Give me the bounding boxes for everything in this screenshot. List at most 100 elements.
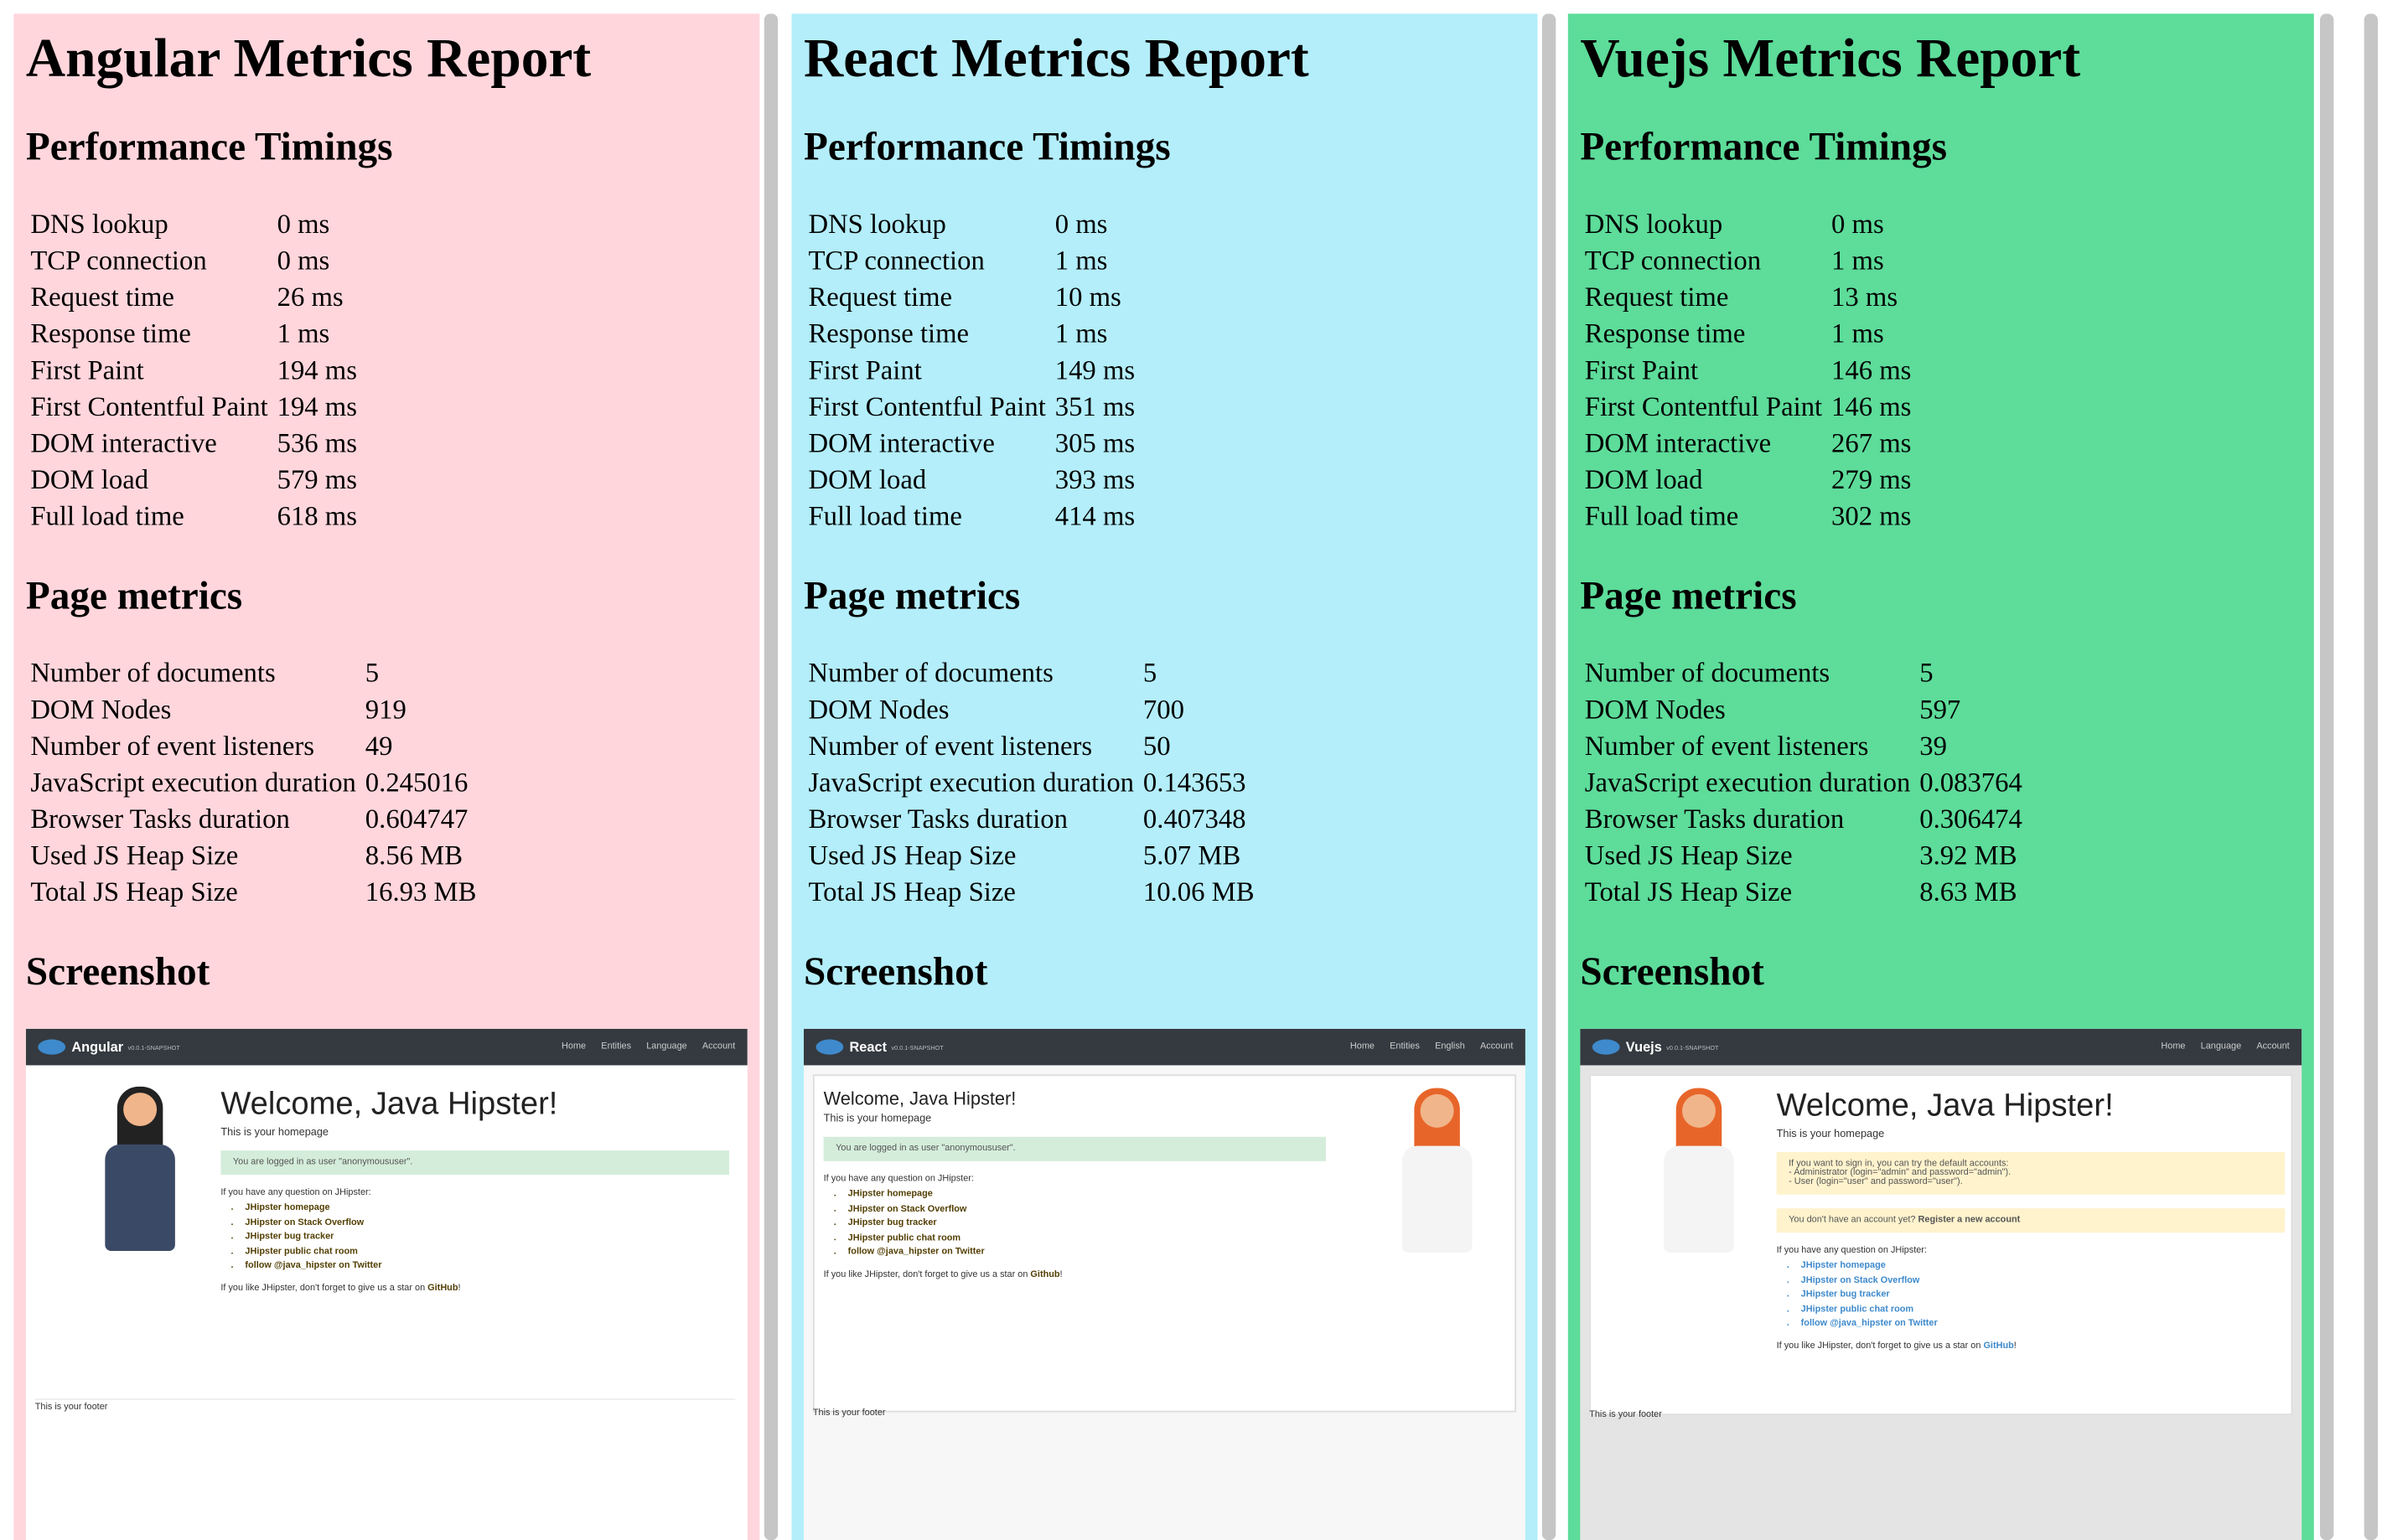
metric-label: Number of documents	[30, 657, 276, 688]
app-screenshot: React v0.0.1-SNAPSHOT Home Entities English A…	[804, 1028, 1525, 1540]
nav-item: Entities	[1390, 1042, 1420, 1052]
table-row: Response time 1 ms	[26, 315, 362, 352]
help-link[interactable]: JHipster homepage	[245, 1202, 729, 1217]
help-link[interactable]: follow @java_hipster on Twitter	[245, 1260, 729, 1274]
app-screenshot: Angular v0.0.1-SNAPSHOT Home Entities Langua…	[25, 1028, 748, 1540]
section-heading: Screenshot	[804, 949, 988, 995]
help-link[interactable]: JHipster public chat room	[848, 1232, 1326, 1246]
section-heading: Page metrics	[25, 573, 243, 618]
help-link[interactable]: JHipster homepage	[1801, 1260, 2286, 1274]
metric-label: Total JS Heap Size	[30, 876, 238, 907]
table-row: First Contentful Paint 351 ms	[804, 388, 1140, 425]
metric-value: 26 ms	[277, 282, 344, 313]
timings-table: DNS lookup 0 ms TCP connection 0 ms Request …	[26, 205, 362, 534]
hipster-image	[80, 1086, 187, 1290]
help-link[interactable]: JHipster homepage	[848, 1189, 1326, 1203]
metric-value: 279 ms	[1831, 463, 1912, 495]
section-heading: Performance Timings	[804, 124, 1171, 169]
metric-label: Total JS Heap Size	[808, 876, 1016, 907]
metric-value: 302 ms	[1831, 500, 1912, 531]
hipster-image	[1639, 1088, 1746, 1292]
torso	[1664, 1145, 1734, 1253]
help-link[interactable]: JHipster on Stack Overflow	[245, 1217, 729, 1231]
table-row: Total JS Heap Size 10.06 MB	[804, 874, 1259, 911]
scrollbar	[2320, 13, 2334, 1540]
table-row: DNS lookup 0 ms	[26, 205, 362, 242]
github-link[interactable]: GitHub	[427, 1284, 458, 1293]
table-row: Total JS Heap Size 8.63 MB	[1580, 874, 2027, 911]
app-navbar: React v0.0.1-SNAPSHOT Home Entities English A…	[804, 1028, 1525, 1066]
table-row: Number of documents 5	[1580, 654, 2027, 691]
alert-line: You are logged in as user "anonymoususer…	[836, 1144, 1016, 1154]
metric-label: Total JS Heap Size	[1584, 876, 1793, 907]
nav-items: Home Entities Language Account	[562, 1042, 735, 1052]
metric-value: 0.143653	[1142, 767, 1246, 798]
help-link[interactable]: JHipster bug tracker	[1801, 1289, 2286, 1303]
welcome-title: Welcome, Java Hipster!	[823, 1088, 1017, 1110]
star-message: If you like JHipster, don't forget to gi…	[1776, 1341, 1981, 1351]
help-link[interactable]: follow @java_hipster on Twitter	[1801, 1318, 2286, 1332]
metric-label: DOM interactive	[1584, 427, 1772, 458]
metric-label: DOM Nodes	[1584, 694, 1726, 725]
help-link[interactable]: JHipster on Stack Overflow	[1801, 1274, 2286, 1289]
metric-value: 597	[1919, 694, 1961, 725]
metric-label: First Paint	[1584, 354, 1699, 385]
metric-label: JavaScript execution duration	[30, 767, 356, 798]
metric-value: 10.06 MB	[1142, 876, 1255, 907]
metric-label: DOM interactive	[30, 427, 217, 458]
section-heading: Performance Timings	[1580, 124, 1947, 169]
torso	[1401, 1145, 1473, 1253]
table-row: Number of documents 5	[804, 654, 1259, 691]
app-brand: Angular	[71, 1039, 124, 1055]
report-title: Angular Metrics Report	[25, 27, 592, 89]
table-row: First Contentful Paint 194 ms	[26, 388, 362, 425]
github-link[interactable]: Github	[1030, 1269, 1060, 1279]
help-link[interactable]: JHipster bug tracker	[848, 1217, 1326, 1232]
alert-text: You don't have an account yet?	[1789, 1216, 1916, 1226]
help-link[interactable]: follow @java_hipster on Twitter	[848, 1247, 1326, 1261]
table-row: DOM load 279 ms	[1580, 461, 1916, 498]
table-row: DOM Nodes 597	[1580, 691, 2027, 728]
face	[1420, 1093, 1454, 1128]
star-message: If you like JHipster, don't forget to gi…	[823, 1269, 1028, 1279]
timings-table: DNS lookup 0 ms TCP connection 1 ms Request …	[804, 205, 1140, 534]
metric-value: 16.93 MB	[365, 876, 477, 907]
metric-label: Number of documents	[1584, 657, 1830, 688]
welcome-subtitle: This is your homepage	[823, 1114, 932, 1125]
help-link[interactable]: JHipster public chat room	[245, 1246, 729, 1260]
app-body: Welcome, Java Hipster! This is your homep…	[812, 1074, 1517, 1413]
metric-label: Used JS Heap Size	[1584, 840, 1793, 871]
metric-value: 0 ms	[277, 245, 330, 276]
table-row: First Contentful Paint 146 ms	[1580, 388, 1916, 425]
help-link[interactable]: JHipster on Stack Overflow	[848, 1203, 1326, 1217]
table-row: DOM interactive 267 ms	[1580, 425, 1916, 462]
github-link[interactable]: GitHub	[1983, 1341, 2014, 1351]
metric-value: 5.07 MB	[1142, 840, 1241, 871]
metric-label: Request time	[1584, 282, 1729, 313]
star-text: If you like JHipster, don't forget to gi…	[824, 1270, 1326, 1279]
metric-value: 146 ms	[1831, 354, 1912, 385]
table-row: DNS lookup 0 ms	[804, 205, 1140, 242]
nav-item: Home	[562, 1042, 587, 1052]
metric-value: 536 ms	[277, 427, 357, 458]
section-heading: Performance Timings	[25, 124, 393, 169]
metric-label: DOM load	[1584, 463, 1703, 495]
table-row: JavaScript execution duration 0.143653	[804, 764, 1259, 801]
metric-label: JavaScript execution duration	[808, 767, 1135, 798]
metric-value: 0.083764	[1919, 767, 2022, 798]
scrollbar	[764, 13, 779, 1540]
hipster-image	[1378, 1088, 1484, 1292]
table-row: Browser Tasks duration 0.604747	[26, 800, 481, 837]
report-panel: Vuejs Metrics Report Performance Timings D…	[1567, 13, 2314, 1540]
metric-label: DOM load	[808, 463, 927, 495]
app-brand: React	[849, 1039, 888, 1055]
nav-item: Account	[702, 1042, 736, 1052]
metrics-table: Number of documents 5 DOM Nodes 919 Number o…	[26, 654, 481, 910]
metric-value: 146 ms	[1831, 390, 1912, 422]
nav-item: Account	[1480, 1042, 1514, 1052]
nav-item: Language	[2200, 1042, 2242, 1052]
help-link[interactable]: JHipster bug tracker	[245, 1231, 729, 1245]
register-link[interactable]: Register a new account	[1918, 1216, 2021, 1226]
help-link[interactable]: JHipster public chat room	[1801, 1304, 2286, 1318]
metric-value: 414 ms	[1054, 500, 1136, 531]
